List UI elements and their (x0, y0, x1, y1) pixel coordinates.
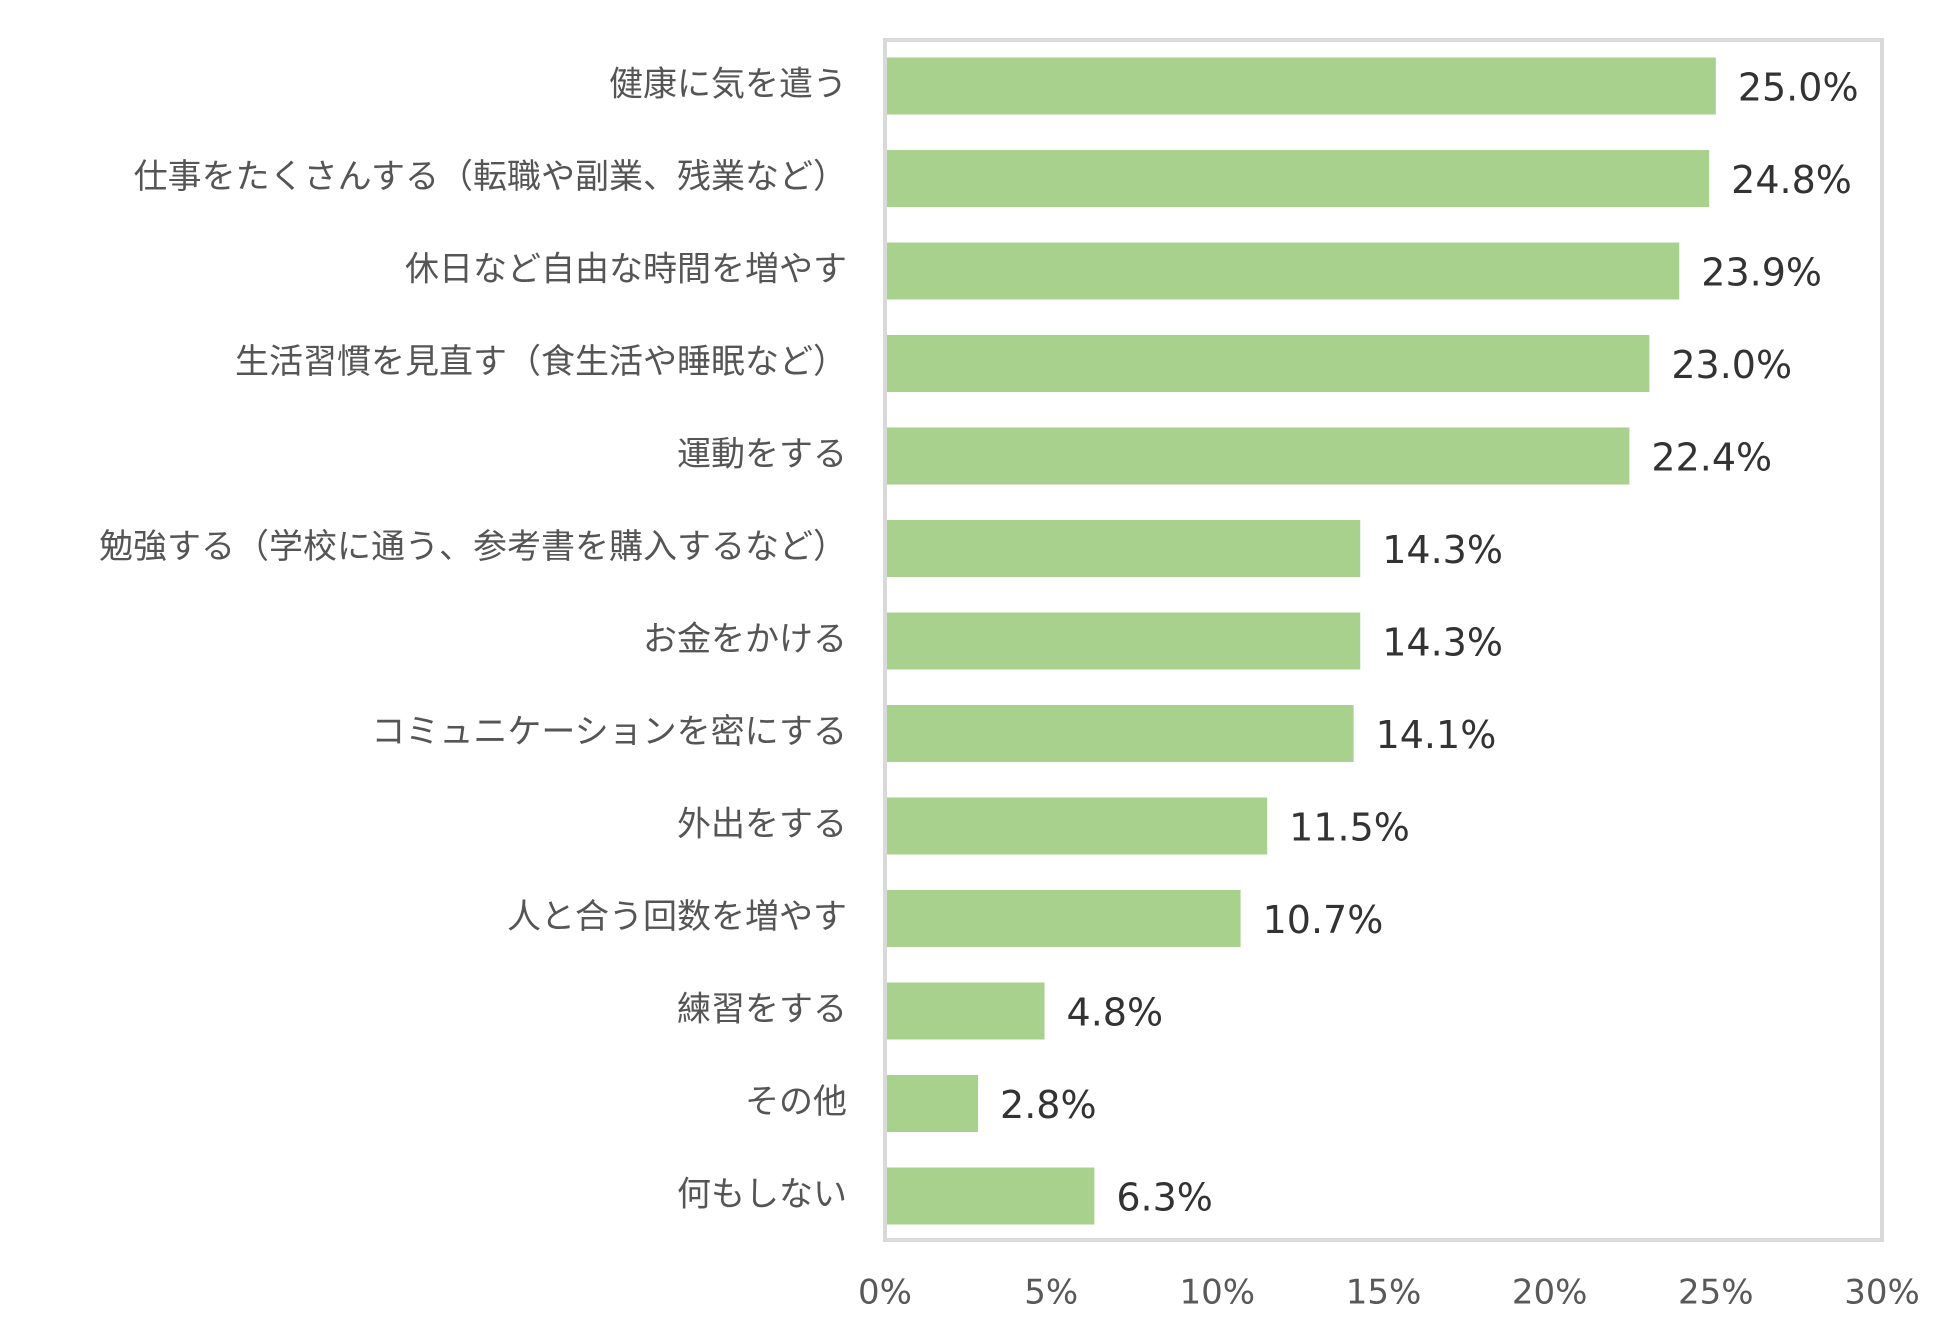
value-label: 25.0% (1738, 66, 1859, 110)
plot-frame (883, 38, 1884, 1242)
bars-group (887, 57, 1716, 1225)
bar (887, 1167, 1095, 1225)
value-label: 6.3% (1116, 1176, 1213, 1220)
bar (887, 520, 1361, 577)
category-label: 休日など自由な時間を増やす (405, 250, 847, 290)
value-labels-group: 25.0% 24.8% 23.9% 23.0% 22.4% 14.3% 14.3% 14.1%… (1000, 66, 1858, 1220)
value-label: 14.3% (1382, 528, 1503, 572)
category-label: 練習をする (677, 990, 847, 1030)
x-tick-label: 5% (1024, 1273, 1078, 1313)
category-label: 仕事をたくさんする（転職や副業、残業など） (134, 157, 847, 197)
category-label: コミュニケーションを密にする (371, 712, 847, 752)
value-label: 14.1% (1376, 713, 1497, 757)
category-label: 生活習慣を見直す（食生活や睡眠など） (235, 342, 847, 382)
value-label: 11.5% (1289, 806, 1410, 850)
x-tick-label: 30% (1844, 1273, 1920, 1313)
category-label: 人と合う回数を増やす (507, 897, 847, 937)
x-tick-label: 20% (1512, 1273, 1588, 1313)
category-label: お金をかける (643, 620, 847, 660)
category-label: 外出をする (677, 805, 847, 845)
bar (887, 705, 1354, 762)
bar (887, 150, 1710, 207)
bar (887, 335, 1650, 392)
value-label: 4.8% (1067, 991, 1164, 1035)
category-label: その他 (745, 1082, 847, 1122)
value-label: 23.9% (1701, 251, 1822, 295)
bar (887, 427, 1630, 485)
category-label: 健康に気を遣う (609, 65, 847, 105)
category-label: 運動をする (677, 435, 847, 475)
bar (887, 982, 1045, 1040)
bar (887, 612, 1361, 670)
bar (887, 242, 1680, 300)
x-tick-label: 0% (858, 1273, 912, 1313)
bar (887, 890, 1241, 947)
value-label: 24.8% (1731, 158, 1852, 202)
value-label: 2.8% (1000, 1083, 1097, 1127)
value-label: 14.3% (1382, 621, 1503, 665)
category-label: 何もしない (677, 1175, 847, 1215)
x-tick-label: 25% (1678, 1273, 1754, 1313)
category-label: 勉強する（学校に通う、参考書を購入するなど） (99, 527, 847, 567)
x-tick-label: 10% (1180, 1273, 1256, 1313)
x-tick-label: 15% (1346, 1273, 1422, 1313)
bar (887, 797, 1268, 855)
value-label: 10.7% (1263, 898, 1384, 942)
x-axis-ticks-group: 0% 5% 10% 15% 20% 25% 30% (858, 1273, 1920, 1313)
bar (887, 57, 1716, 115)
value-label: 22.4% (1651, 436, 1772, 480)
value-label: 23.0% (1671, 343, 1792, 387)
bar (887, 1075, 979, 1132)
